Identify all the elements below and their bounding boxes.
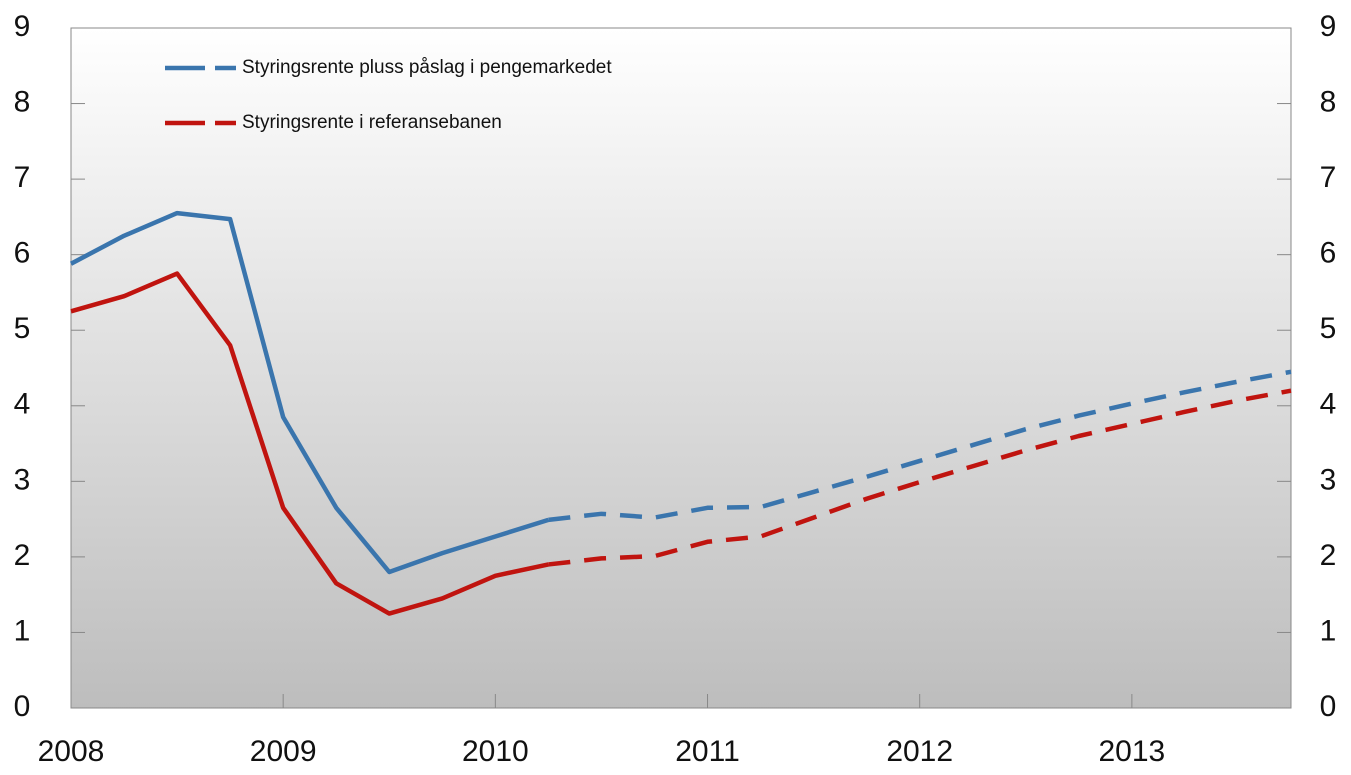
y-tick-label: 7 <box>14 161 31 194</box>
series-line <box>69 210 550 575</box>
y2-tick-label: 4 <box>1320 388 1337 421</box>
y-tick-label: 8 <box>14 85 31 118</box>
plot-area <box>70 27 1292 709</box>
x-tick-label: 2010 <box>462 735 529 768</box>
x-tick-label: 2008 <box>38 735 105 768</box>
series-line <box>548 369 1292 523</box>
x-tick-label: 2013 <box>1098 735 1165 768</box>
y-tick-label: 9 <box>14 10 31 43</box>
y2-tick-label: 1 <box>1320 614 1337 647</box>
series-line <box>70 271 549 616</box>
legend-label: Styringsrente pluss påslag i pengemarked… <box>242 57 612 78</box>
y-tick-label: 1 <box>14 614 31 647</box>
y2-tick-label: 2 <box>1320 539 1337 572</box>
x-tick-label: 2012 <box>886 735 953 768</box>
y-tick-label: 0 <box>14 690 31 723</box>
y2-tick-label: 0 <box>1320 690 1337 723</box>
y2-tick-label: 5 <box>1320 312 1337 345</box>
y-tick-label: 5 <box>14 312 31 345</box>
x-tick-label: 2009 <box>250 735 317 768</box>
y2-tick-label: 8 <box>1320 85 1337 118</box>
legend-label: Styringsrente i referansebanen <box>242 112 502 133</box>
x-tick-label: 2011 <box>675 735 740 768</box>
series-line <box>548 388 1292 567</box>
y-tick-label: 2 <box>14 539 31 572</box>
y2-tick-label: 6 <box>1320 237 1337 270</box>
y2-tick-label: 9 <box>1320 10 1337 43</box>
y2-tick-label: 3 <box>1320 463 1337 496</box>
y2-tick-label: 7 <box>1320 161 1337 194</box>
y-tick-label: 6 <box>14 237 31 270</box>
y-tick-label: 4 <box>14 388 31 421</box>
y-tick-label: 3 <box>14 463 31 496</box>
